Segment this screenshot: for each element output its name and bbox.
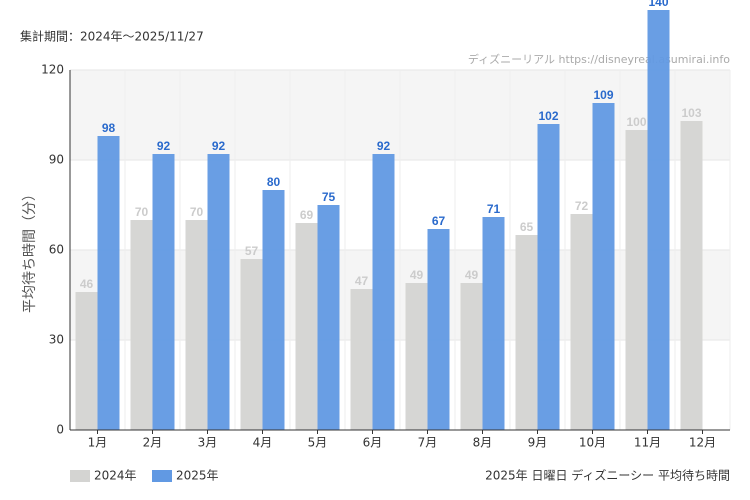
value-label: 70 — [135, 205, 149, 219]
caption: 2025年 日曜日 ディズニーシー 平均待ち時間 — [485, 468, 730, 483]
bar — [130, 220, 153, 430]
value-label: 80 — [267, 175, 281, 189]
y-tick-label: 30 — [49, 333, 64, 347]
value-label: 98 — [102, 121, 116, 135]
bar — [75, 292, 98, 430]
value-label: 49 — [465, 268, 479, 282]
bar — [592, 103, 615, 430]
bar — [647, 10, 670, 430]
value-label: 65 — [520, 220, 534, 234]
value-label: 57 — [245, 244, 259, 258]
bar — [537, 124, 560, 430]
legend-label: 2025年 — [176, 469, 219, 483]
x-tick-label: 8月 — [473, 436, 493, 450]
y-axis-title: 平均待ち時間（分） — [22, 187, 38, 313]
bar — [97, 136, 120, 430]
value-label: 49 — [410, 268, 424, 282]
value-label: 100 — [626, 115, 646, 129]
x-tick-label: 1月 — [88, 436, 108, 450]
value-label: 103 — [681, 106, 701, 120]
bar — [350, 289, 373, 430]
x-tick-label: 4月 — [253, 436, 273, 450]
value-label: 109 — [593, 88, 613, 102]
bar — [482, 217, 505, 430]
bar — [460, 283, 483, 430]
x-tick-label: 12月 — [689, 436, 716, 450]
y-tick-label: 0 — [56, 423, 64, 437]
bar — [570, 214, 593, 430]
y-tick-label: 60 — [49, 243, 64, 257]
x-tick-label: 2月 — [143, 436, 163, 450]
x-tick-label: 10月 — [579, 436, 606, 450]
x-tick-label: 3月 — [198, 436, 218, 450]
bar — [317, 205, 340, 430]
value-label: 92 — [377, 139, 391, 153]
x-tick-label: 7月 — [418, 436, 438, 450]
bar — [625, 130, 648, 430]
legend-label: 2024年 — [94, 469, 137, 483]
period-note: 集計期間：2024年～2025/11/27 — [20, 29, 204, 44]
value-label: 72 — [575, 199, 589, 213]
value-label: 92 — [157, 139, 171, 153]
bar — [680, 121, 703, 430]
y-tick-label: 120 — [41, 63, 64, 77]
value-label: 69 — [300, 208, 314, 222]
x-tick-label: 5月 — [308, 436, 328, 450]
bar — [405, 283, 428, 430]
value-label: 140 — [648, 0, 668, 9]
y-tick-label: 90 — [49, 153, 64, 167]
value-label: 92 — [212, 139, 226, 153]
value-label: 70 — [190, 205, 204, 219]
bar — [185, 220, 208, 430]
value-label: 67 — [432, 214, 446, 228]
value-label: 75 — [322, 190, 336, 204]
bar — [152, 154, 175, 430]
value-label: 47 — [355, 274, 369, 288]
bar — [515, 235, 538, 430]
bar — [240, 259, 263, 430]
watermark: ディズニーリアル https://disneyreal.asumirai.inf… — [468, 52, 730, 66]
value-label: 102 — [538, 109, 558, 123]
value-label: 46 — [80, 277, 94, 291]
bar — [207, 154, 230, 430]
bar — [372, 154, 395, 430]
x-tick-label: 11月 — [634, 436, 661, 450]
legend-swatch — [152, 470, 172, 482]
x-tick-label: 6月 — [363, 436, 383, 450]
bar — [427, 229, 450, 430]
bar — [295, 223, 318, 430]
x-tick-label: 9月 — [528, 436, 548, 450]
value-label: 71 — [487, 202, 501, 216]
legend-swatch — [70, 470, 90, 482]
bar — [262, 190, 285, 430]
